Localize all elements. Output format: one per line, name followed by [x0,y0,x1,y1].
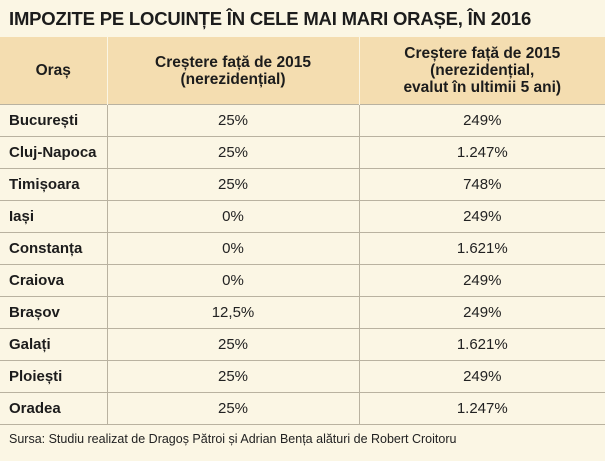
table-title: IMPOZITE PE LOCUINȚE ÎN CELE MAI MARI OR… [9,8,532,29]
header-growth-line1: Creștere față de 2015 [155,53,311,71]
city-cell: Iași [0,200,108,233]
growth-cell: 25% [107,328,360,361]
growth-5y-cell: 1.247% [359,136,605,169]
header-growth: Creștere față de 2015 (nerezidențial) [107,37,360,105]
growth-cell: 0% [107,264,360,297]
header-city: Oraș [0,37,108,105]
growth-cell: 12,5% [107,296,360,329]
header-growth-5y-line3: evalut în ultimii 5 ani) [403,79,562,96]
table-row: Constanța 0% 1.621% [0,232,605,265]
growth-cell: 0% [107,200,360,233]
header-growth-5y-line1: Creștere față de 2015 [404,45,561,62]
header-row: Oraș Creștere față de 2015 (nerezidenția… [0,37,605,105]
table-row: Cluj-Napoca 25% 1.247% [0,136,605,169]
growth-cell: 25% [107,104,360,137]
table-row: Oradea 25% 1.247% [0,392,605,425]
city-cell: Galați [0,328,108,361]
header-growth-5y: Creștere față de 2015 (nerezidențial, ev… [359,37,605,105]
table-row: Ploiești 25% 249% [0,360,605,393]
table-row: Iași 0% 249% [0,200,605,233]
growth-5y-cell: 249% [359,104,605,137]
tax-table: Oraș Creștere față de 2015 (nerezidenția… [0,37,605,425]
table-row: Timișoara 25% 748% [0,168,605,201]
city-cell: București [0,104,108,137]
growth-cell: 25% [107,136,360,169]
city-cell: Craiova [0,264,108,297]
table-row: Brașov 12,5% 249% [0,296,605,329]
growth-5y-cell: 249% [359,264,605,297]
header-growth-line2: (nerezidențial) [180,70,286,88]
city-cell: Brașov [0,296,108,329]
growth-5y-cell: 1.621% [359,328,605,361]
growth-5y-cell: 1.621% [359,232,605,265]
table-row: Craiova 0% 249% [0,264,605,297]
growth-5y-cell: 249% [359,360,605,393]
growth-cell: 25% [107,360,360,393]
growth-cell: 0% [107,232,360,265]
growth-cell: 25% [107,392,360,425]
growth-5y-cell: 1.247% [359,392,605,425]
city-cell: Oradea [0,392,108,425]
city-cell: Timișoara [0,168,108,201]
header-growth-5y-line2: (nerezidențial, [430,62,535,79]
table-row: București 25% 249% [0,104,605,137]
source-note: Sursa: Studiu realizat de Dragoș Pătroi … [9,432,457,446]
growth-5y-cell: 249% [359,200,605,233]
city-cell: Cluj-Napoca [0,136,108,169]
growth-5y-cell: 249% [359,296,605,329]
table-row: Galați 25% 1.621% [0,328,605,361]
growth-cell: 25% [107,168,360,201]
city-cell: Constanța [0,232,108,265]
growth-5y-cell: 748% [359,168,605,201]
city-cell: Ploiești [0,360,108,393]
header-city-label: Oraș [35,62,71,79]
